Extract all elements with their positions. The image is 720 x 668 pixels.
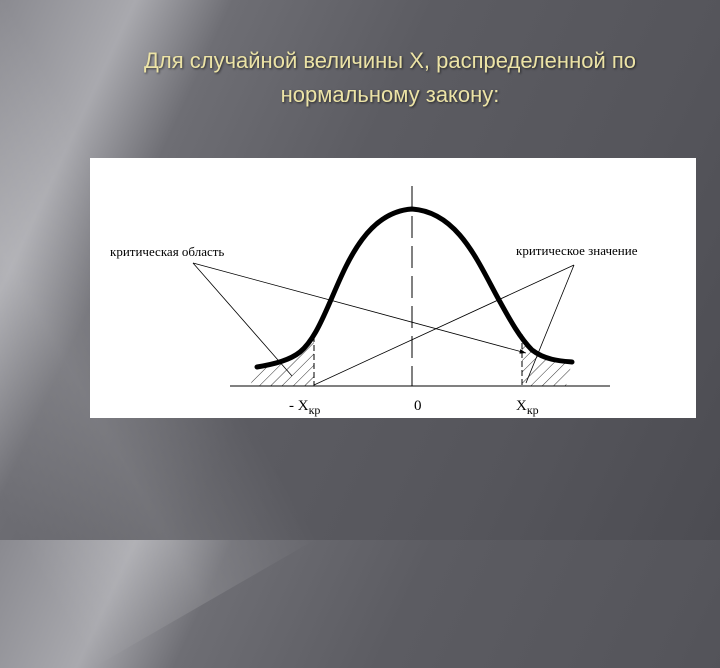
normal-distribution-diagram: критическая область критическое значение…: [110, 186, 638, 417]
tick-neg-xkr: - Xкр: [289, 398, 320, 417]
slide-title: Для случайной величины X, распределенной…: [60, 44, 720, 112]
tick-pos-xkr: Xкр: [516, 398, 539, 417]
label-critical-region: критическая область: [110, 244, 224, 259]
pointer-value-left: [313, 264, 575, 386]
tick-zero: 0: [414, 398, 422, 414]
normal-distribution-figure: [90, 158, 696, 418]
normal-curve: [254, 206, 575, 370]
pointer-region-right: [192, 262, 527, 354]
right-critical-region: [522, 338, 572, 386]
label-critical-value: критическое значение: [516, 243, 638, 258]
title-line-2: нормальному закону:: [280, 82, 500, 107]
pointer-region-left: [192, 262, 293, 377]
title-line-1: Для случайной величины X, распределенной…: [143, 48, 637, 73]
pointer-value-right: [525, 264, 575, 384]
